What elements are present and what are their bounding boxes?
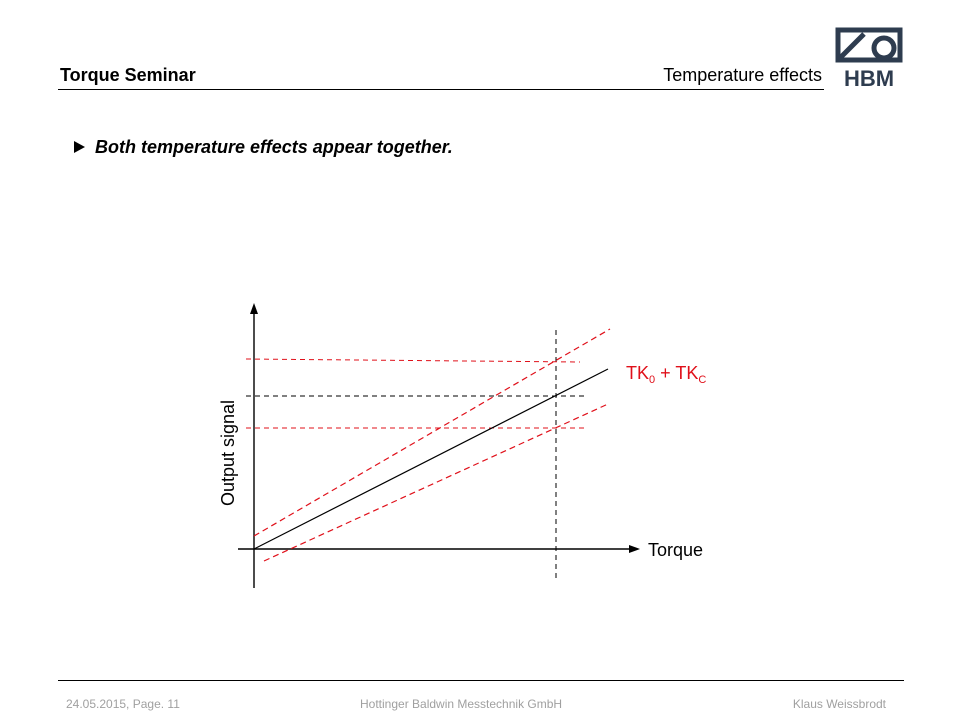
hbm-logo: HBM <box>834 26 904 90</box>
hbm-logo-text: HBM <box>844 66 894 90</box>
curve-label: TK0 + TKC <box>626 363 706 386</box>
footer-author: Klaus Weissbrodt <box>792 697 886 711</box>
bullet-point: Both temperature effects appear together… <box>74 136 453 158</box>
slide-topic: Temperature effects <box>663 65 822 85</box>
footer-date-page: 24.05.2015, Page. 11 <box>66 697 180 711</box>
bullet-text: Both temperature effects appear together… <box>95 137 453 157</box>
y-axis-arrow-icon <box>250 303 258 314</box>
lower-characteristic-line <box>263 403 609 562</box>
slide-series-title: Torque Seminar <box>60 65 196 85</box>
upper-characteristic-line <box>253 328 611 537</box>
x-axis-arrow-icon <box>629 545 640 553</box>
curve-label-join: + TK <box>655 363 698 383</box>
curve-label-main: TK <box>626 363 649 383</box>
curve-label-sub-0: 0 <box>649 374 655 386</box>
header-divider <box>58 89 824 90</box>
upper-offset-reference <box>245 358 581 363</box>
nominal-characteristic-line <box>253 368 609 550</box>
footer-company: Hottinger Baldwin Messtechnik GmbH <box>360 697 563 711</box>
y-axis-label: Output signal <box>218 400 238 506</box>
x-axis-label: Torque <box>648 540 703 560</box>
triangle-right-icon <box>74 141 85 153</box>
curve-label-sub-c: C <box>698 374 706 386</box>
footer-divider <box>58 680 904 681</box>
